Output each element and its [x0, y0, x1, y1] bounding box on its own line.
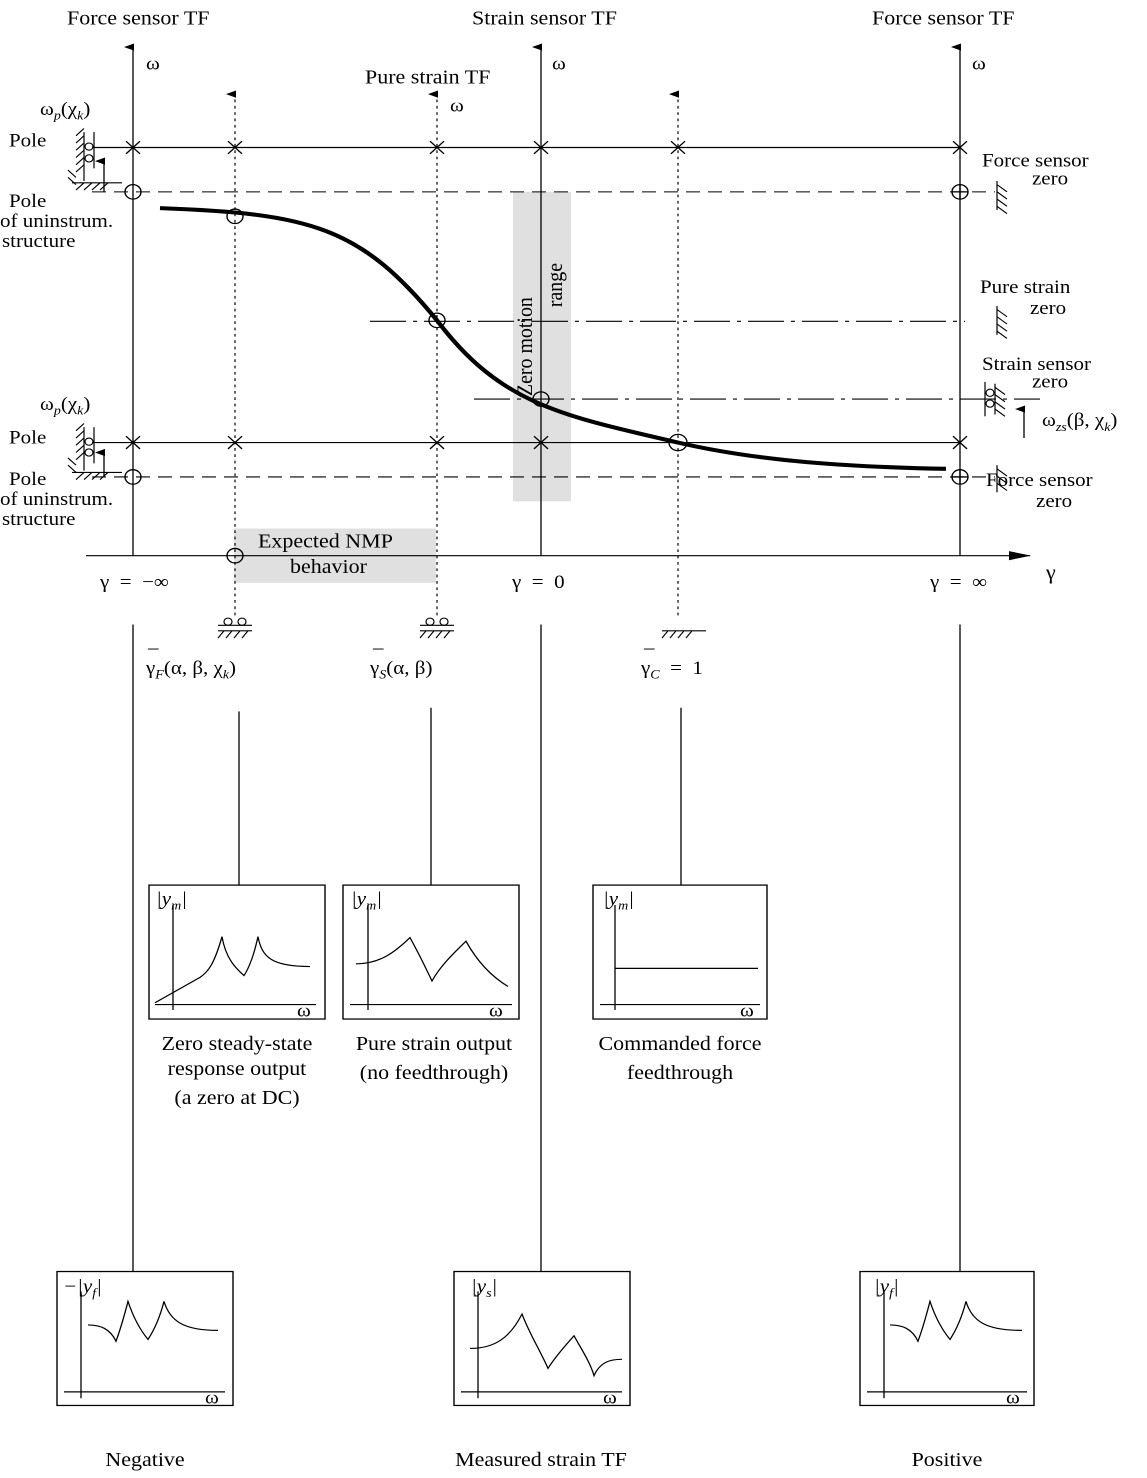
plot-pure-strain-output [342, 884, 520, 1020]
nmp-label-b: behavior [290, 555, 367, 578]
gamma-inf: γ = ∞ [929, 572, 987, 593]
zero-motion-range-shade [513, 191, 571, 502]
caption-positive-2: measured force TF [864, 1475, 1030, 1478]
omega-p-lower: ωp(χk) [40, 394, 90, 418]
caption-negative-force [0, 1418, 1, 1419]
gamma-c-label: γC = 1 [640, 658, 703, 682]
caption-zero-ss-3: (a zero at DC) [174, 1086, 299, 1109]
gamma-c-bar: – [643, 637, 656, 658]
caption-zero-ss-2: response output [168, 1057, 307, 1080]
scaled-content: Force sensor TF Strain sensor TF Force s… [0, 6, 1117, 1478]
omega-label-pure: ω [450, 95, 464, 116]
zero-locus-curve [159, 206, 947, 471]
gamma-f-label: γF(α, β, χk) [145, 658, 236, 682]
strain-zero-a: Strain sensor [982, 354, 1091, 375]
plot3-xlabel: ω [740, 1000, 754, 1021]
uninstrum-label-upper: of uninstrum. [0, 211, 113, 232]
right-support-symbols [984, 181, 1008, 493]
gamma-zero: γ = 0 [511, 572, 565, 593]
zero-motion-label-b: range [542, 263, 567, 307]
left-upper-support-symbol [67, 128, 122, 191]
zero-motion-label-a: Zero motion [512, 297, 537, 396]
plot-connectors [132, 624, 961, 1272]
gamma-s-label: γS(α, β) [369, 658, 432, 682]
header-pure-strain: Pure strain TF [365, 65, 490, 88]
plot-commanded-feedthrough [592, 884, 768, 1020]
caption-zero-ss-1: Zero steady-state [162, 1032, 313, 1055]
caption-pure-out-2: (no feedthrough) [360, 1061, 508, 1084]
zero-markers [124, 183, 969, 564]
plot4-xlabel: ω [205, 1388, 219, 1409]
pole-label-upper: Pole [9, 130, 46, 151]
nmp-label-a: Expected NMP [258, 529, 393, 552]
header-force-left: Force sensor TF [67, 6, 210, 29]
structure-label-upper: structure [2, 231, 76, 252]
header-force-right: Force sensor TF [872, 6, 1015, 29]
plot1-ylabel: |ym| [156, 889, 187, 913]
plot2-xlabel: ω [489, 1000, 503, 1021]
plot4-ylabel: −|yf| [63, 1276, 102, 1300]
plot-zero-steady-state [148, 884, 326, 1020]
gamma-f-bar: – [147, 637, 160, 658]
plot6-xlabel: ω [1006, 1388, 1020, 1409]
omega-p-upper: ωp(χk) [40, 99, 90, 123]
gamma-s-bar: – [372, 637, 385, 658]
pole-label-lower: Pole [9, 427, 46, 448]
caption-negative-2: measured force TF [62, 1475, 228, 1478]
pole-markers [125, 140, 968, 450]
gamma-axis-label: γ [1045, 561, 1056, 584]
caption-pure-out-1: Pure strain output [356, 1032, 513, 1055]
gamma-ground-symbols [217, 617, 706, 639]
plot2-ylabel: |ym| [351, 889, 382, 913]
caption-positive-1: Positive [912, 1448, 983, 1471]
pure-zero-b: zero [1030, 298, 1066, 319]
gamma-neg-inf: γ = −∞ [99, 572, 169, 593]
plot6-ylabel: |yf| [874, 1276, 899, 1300]
plot-measured-strain [453, 1270, 631, 1407]
plot-negative-force [56, 1270, 234, 1407]
force-zero-upper-b: zero [1032, 168, 1068, 189]
omega-zs-label: ωzs(β, χk) [1042, 410, 1117, 434]
strain-zero-b: zero [1032, 371, 1068, 392]
uninstrum-label-lower: of uninstrum. [0, 489, 113, 510]
caption-cmd-1: Commanded force [598, 1032, 761, 1055]
pure-zero-a: Pure strain [980, 277, 1070, 298]
plot1-xlabel: ω [297, 1000, 311, 1021]
force-zero-upper-a: Force sensor [982, 150, 1089, 171]
omega-label-strain: ω [552, 54, 566, 75]
plot-positive-force [859, 1270, 1035, 1407]
structure-label-lower: structure [2, 509, 76, 530]
force-zero-lower-a: Force sensor [986, 470, 1093, 491]
caption-cmd-2: feedthrough [627, 1061, 734, 1084]
pole-of-label-upper: Pole [9, 191, 46, 212]
plot5-xlabel: ω [603, 1388, 617, 1409]
plot5-ylabel: |ys| [471, 1276, 497, 1300]
caption-measured-strain: Measured strain TF [455, 1448, 627, 1471]
force-zero-lower-b: zero [1036, 491, 1072, 512]
left-lower-support-symbol [67, 423, 122, 481]
header-strain: Strain sensor TF [472, 6, 617, 29]
caption-negative-1: Negative [105, 1448, 184, 1471]
omega-label-left: ω [146, 54, 160, 75]
plot3-ylabel: |ym| [603, 889, 634, 913]
pole-of-label-lower: Pole [9, 469, 46, 490]
omega-label-right: ω [972, 54, 986, 75]
